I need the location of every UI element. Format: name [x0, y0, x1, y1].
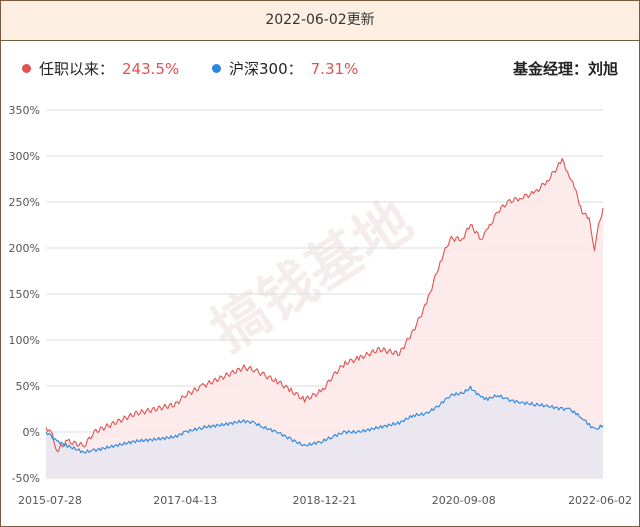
y-tick-label: 200%: [9, 242, 40, 255]
y-tick-label: 300%: [9, 150, 40, 163]
legend-fund-label: 任职以来：: [39, 60, 115, 78]
legend-item-index: 沪深300： 7.31%: [212, 58, 358, 79]
x-tick-label: 2022-06-02: [568, 494, 632, 507]
x-tick-label: 2015-07-28: [18, 494, 82, 507]
legend-index-label: 沪深300：: [229, 60, 303, 78]
y-axis-ticks: 350% 300% 250% 200% 150% 100% 50% 0% -50%: [9, 104, 40, 485]
y-tick-label: 100%: [9, 334, 40, 347]
legend-index-value: 7.31%: [310, 59, 359, 78]
y-tick-label: -50%: [12, 472, 40, 485]
series-group: [45, 157, 604, 478]
index-dot-icon: [212, 64, 221, 73]
y-tick-label: 250%: [9, 196, 40, 209]
y-tick-label: 0%: [23, 426, 40, 439]
legend-row: 任职以来： 243.5% 沪深300： 7.31% 基金经理：刘旭: [0, 58, 638, 84]
y-tick-label: 350%: [9, 104, 40, 117]
x-tick-label: 2020-09-08: [432, 494, 496, 507]
watermark-text: 搞钱基地: [200, 188, 423, 365]
x-tick-label: 2017-04-13: [153, 494, 217, 507]
fund-dot-icon: [22, 64, 31, 73]
legend-fund-value: 243.5%: [122, 59, 180, 78]
x-tick-label: 2018-12-21: [293, 494, 357, 507]
x-axis-ticks: 2015-07-28 2017-04-13 2018-12-21 2020-09-08…: [18, 494, 632, 507]
series-area-index: [46, 386, 603, 478]
series-line-index: [45, 385, 604, 454]
y-tick-label: 150%: [9, 288, 40, 301]
legend-item-fund: 任职以来： 243.5%: [22, 58, 179, 79]
fund-manager-label: 基金经理：刘旭: [512, 60, 618, 78]
series-line-fund: [45, 157, 604, 453]
y-tick-label: 50%: [16, 380, 40, 393]
update-date-header: 2022-06-02更新: [1, 1, 639, 41]
